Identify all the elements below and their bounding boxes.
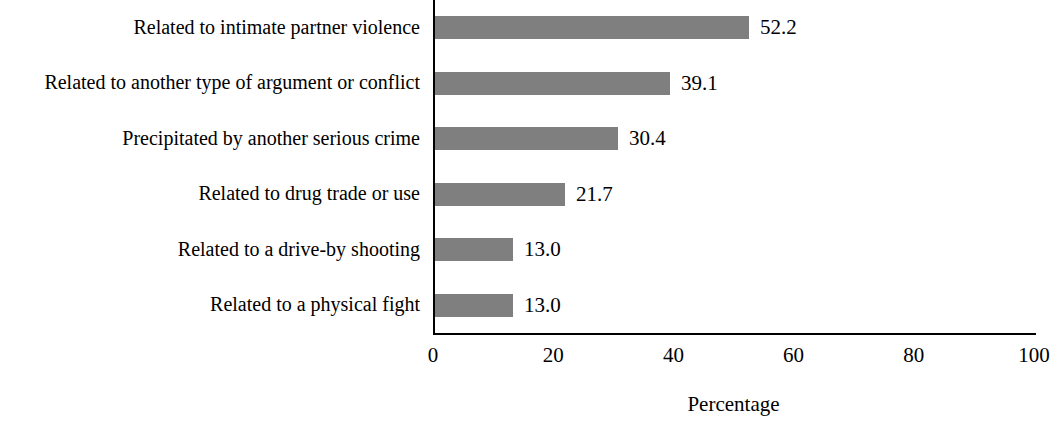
bar <box>435 127 618 150</box>
bar-value-label: 30.4 <box>629 127 666 150</box>
category-label: Related to intimate partner violence <box>0 16 420 39</box>
x-tick-label: 60 <box>783 343 804 368</box>
x-axis-ticks: 020406080100 <box>433 343 1034 369</box>
x-tick-label: 80 <box>903 343 924 368</box>
category-label: Related to drug trade or use <box>0 182 420 205</box>
category-label: Related to a drive-by shooting <box>0 238 420 261</box>
x-tick-label: 20 <box>543 343 564 368</box>
bar-value-label: 21.7 <box>576 183 613 206</box>
x-tick-label: 40 <box>663 343 684 368</box>
bar-value-label: 13.0 <box>524 294 561 317</box>
x-tick-label: 0 <box>428 343 439 368</box>
bar <box>435 294 513 317</box>
bar-value-label: 39.1 <box>681 72 718 95</box>
category-label: Related to a physical fight <box>0 293 420 316</box>
bar-value-label: 52.2 <box>760 16 797 39</box>
bar <box>435 183 565 206</box>
plot-area: 52.2 39.1 30.4 21.7 13.0 13.0 <box>433 0 1036 335</box>
bar <box>435 16 749 39</box>
bar-value-label: 13.0 <box>524 238 561 261</box>
y-axis-category-labels: Related to intimate partner violence Rela… <box>0 0 420 333</box>
category-label: Related to another type of argument or c… <box>0 71 420 94</box>
category-label: Precipitated by another serious crime <box>0 127 420 150</box>
bar <box>435 238 513 261</box>
x-axis-title: Percentage <box>433 392 1034 417</box>
bar-chart: Related to intimate partner violence Rela… <box>0 0 1050 422</box>
bar <box>435 72 670 95</box>
x-tick-label: 100 <box>1018 343 1050 368</box>
